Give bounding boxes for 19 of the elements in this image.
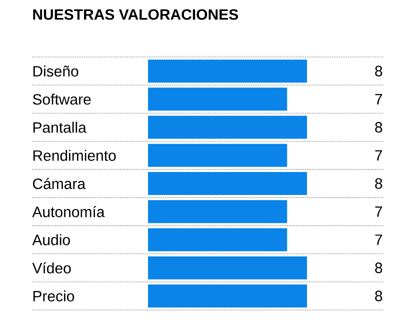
y-tick-label: Diseño bbox=[33, 66, 78, 77]
chart-title: NUESTRAS VALORACIONES bbox=[33, 9, 238, 20]
data-label: 8 bbox=[375, 178, 382, 189]
data-label: 8 bbox=[375, 262, 382, 274]
data-label: 7 bbox=[375, 94, 382, 104]
data-label: 7 bbox=[375, 206, 382, 217]
data-label: 8 bbox=[375, 122, 382, 133]
data-label: 8 bbox=[375, 290, 382, 302]
y-tick-label: Precio bbox=[33, 290, 74, 302]
y-tick-label: Rendimiento bbox=[33, 150, 116, 161]
y-tick-label: Software bbox=[32, 94, 91, 105]
y-tick-label: Pantalla bbox=[33, 122, 86, 133]
y-tick-label: Audio bbox=[32, 234, 70, 246]
data-label: 7 bbox=[375, 150, 382, 161]
y-tick-label: Vídeo bbox=[32, 262, 71, 274]
data-label: 7 bbox=[375, 234, 382, 245]
y-tick-label: Autonomía bbox=[32, 206, 105, 218]
y-tick-label: Cámara bbox=[32, 178, 86, 190]
data-label: 8 bbox=[375, 66, 382, 76]
